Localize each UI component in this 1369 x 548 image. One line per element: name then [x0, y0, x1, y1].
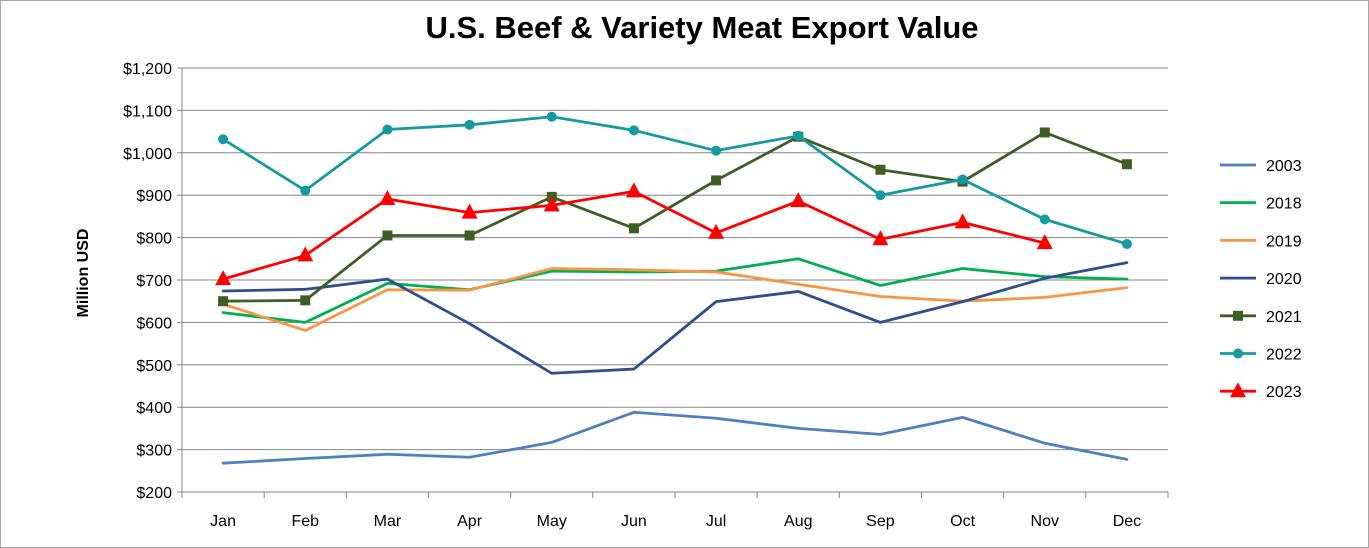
legend-label: 2022	[1266, 347, 1302, 364]
x-tick-label: Jul	[706, 513, 726, 530]
x-tick-label: Apr	[457, 513, 483, 530]
data-point	[464, 119, 475, 130]
data-point	[711, 145, 722, 156]
legend-label: 2003	[1266, 158, 1302, 175]
series-line	[221, 189, 1047, 281]
data-point	[875, 164, 886, 175]
data-point	[1233, 310, 1243, 321]
x-tick-label: Dec	[1113, 513, 1141, 530]
x-tick-label: Nov	[1031, 513, 1059, 530]
data-point	[1230, 382, 1246, 398]
y-tick-label: $900	[136, 188, 172, 205]
data-point	[300, 295, 311, 306]
y-tick-label: $200	[136, 485, 172, 502]
data-point	[461, 203, 478, 219]
legend-item-2003: 2003	[1220, 158, 1302, 175]
legend-item-2023: 2023	[1220, 382, 1302, 401]
series-line	[221, 410, 1129, 465]
legend-label: 2020	[1266, 271, 1302, 288]
data-point	[628, 223, 639, 234]
legend-item-2020: 2020	[1220, 271, 1302, 288]
legend-label: 2019	[1266, 233, 1302, 250]
data-point	[625, 182, 642, 198]
axes: $200 $300 $400 $500 $600 $700 $800 $900 $1,000 $1…	[123, 61, 1169, 530]
series-2018	[221, 257, 1129, 324]
legend-label: 2023	[1266, 384, 1302, 401]
series-2003	[221, 410, 1129, 465]
y-tick-label: $600	[136, 315, 172, 332]
x-tick-label: Feb	[291, 513, 319, 530]
data-point	[954, 213, 971, 229]
series-2023	[215, 182, 1053, 286]
chart-title: U.S. Beef & Variety Meat Export Value	[425, 10, 978, 45]
data-point	[382, 124, 393, 135]
legend-item-2019: 2019	[1220, 233, 1302, 250]
x-tick-label: Oct	[950, 513, 975, 530]
data-point	[382, 230, 393, 241]
data-point	[957, 174, 968, 185]
y-tick-label: $1,200	[123, 61, 172, 78]
x-tick-label: Jan	[210, 513, 236, 530]
data-point	[1121, 238, 1132, 249]
y-tick-label: $400	[136, 400, 172, 417]
data-point	[379, 190, 396, 206]
series-line	[221, 131, 1129, 303]
data-point	[1039, 127, 1050, 138]
x-tick-label: Jun	[621, 513, 647, 530]
y-tick-label: $500	[136, 358, 172, 375]
data-point	[708, 223, 725, 239]
legend-label: 2021	[1266, 309, 1302, 326]
legend: 2003 2018 2019 2020 2021 2022 2023	[1220, 158, 1302, 401]
y-tick-label: $1,000	[123, 146, 172, 163]
series-line	[221, 261, 1129, 375]
series-2019	[221, 267, 1129, 332]
data-point	[872, 230, 889, 246]
data-point	[300, 185, 311, 196]
legend-item-2018: 2018	[1220, 196, 1302, 213]
y-tick-label: $700	[136, 273, 172, 290]
legend-item-2021: 2021	[1220, 309, 1302, 326]
data-point	[543, 196, 560, 212]
y-axis-label: Million USD	[75, 229, 92, 318]
data-point	[1036, 234, 1053, 250]
series-line	[221, 115, 1129, 246]
data-point	[793, 130, 804, 141]
series-line	[221, 257, 1129, 324]
data-point	[711, 175, 722, 186]
series-lines	[215, 111, 1132, 465]
data-point	[1233, 348, 1243, 359]
data-point	[1039, 214, 1050, 225]
series-2020	[221, 261, 1129, 375]
data-point	[546, 111, 557, 122]
x-tick-label: Aug	[784, 513, 812, 530]
data-point	[790, 192, 807, 208]
data-point	[628, 125, 639, 136]
data-point	[297, 246, 314, 262]
x-tick-label: Sep	[866, 513, 895, 530]
legend-label: 2018	[1266, 196, 1302, 213]
y-tick-label: $1,100	[123, 103, 172, 120]
x-tick-label: May	[537, 513, 567, 530]
data-point	[1121, 159, 1132, 170]
y-tick-label: $800	[136, 231, 172, 248]
data-point	[218, 296, 229, 307]
x-tick-label: Mar	[374, 513, 402, 530]
series-2022	[218, 111, 1132, 249]
series-line	[221, 267, 1129, 332]
data-point	[218, 134, 229, 145]
data-point	[464, 230, 475, 241]
data-point	[215, 270, 232, 286]
y-tick-label: $300	[136, 443, 172, 460]
data-point	[875, 190, 886, 201]
legend-item-2022: 2022	[1220, 347, 1302, 364]
